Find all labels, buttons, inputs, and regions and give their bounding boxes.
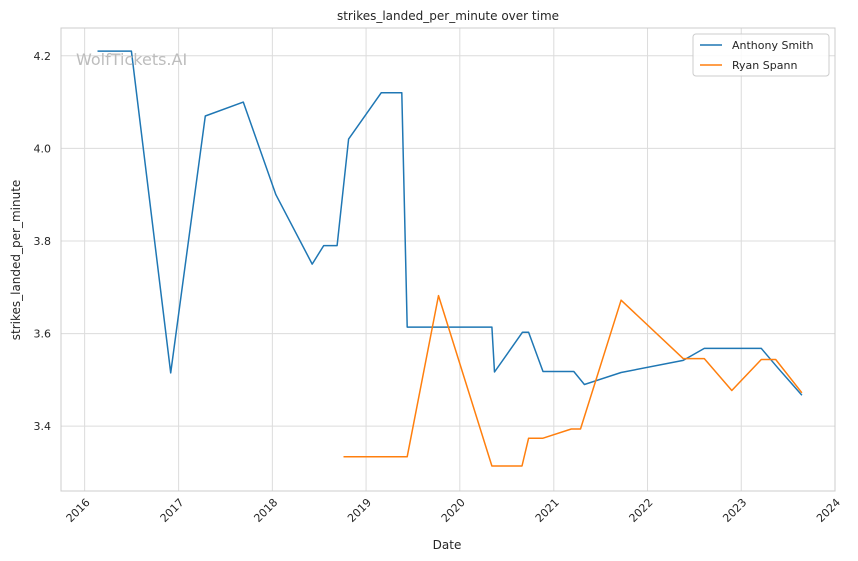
data-point xyxy=(437,294,439,296)
y-tick-label: 3.6 xyxy=(34,328,52,341)
legend-box xyxy=(692,33,830,77)
series-line xyxy=(97,50,803,396)
y-tick-label: 3.8 xyxy=(34,235,52,248)
data-point xyxy=(521,465,523,467)
data-point xyxy=(170,372,172,374)
data-point xyxy=(491,326,493,328)
chart-title: strikes_landed_per_minute over time xyxy=(337,9,559,23)
data-point xyxy=(336,244,338,246)
data-point xyxy=(401,92,403,94)
data-point xyxy=(527,437,529,439)
data-point xyxy=(620,299,622,301)
data-point xyxy=(570,428,572,430)
data-point xyxy=(204,115,206,117)
data-point xyxy=(775,358,777,360)
series-line xyxy=(343,294,803,467)
legend-label: Ryan Spann xyxy=(732,59,797,72)
x-axis-label: Date xyxy=(433,538,462,552)
data-point xyxy=(731,389,733,391)
data-point xyxy=(406,326,408,328)
data-point xyxy=(527,331,529,333)
plot-frame xyxy=(60,27,836,492)
data-point xyxy=(682,357,684,359)
data-point xyxy=(760,358,762,360)
y-tick-label: 3.4 xyxy=(34,420,52,433)
data-point xyxy=(521,331,523,333)
data-point xyxy=(347,138,349,140)
series-anthony-smith xyxy=(97,50,803,396)
y-tick-label: 4.0 xyxy=(34,142,52,155)
data-point xyxy=(406,456,408,458)
data-point xyxy=(542,437,544,439)
data-point xyxy=(801,392,803,394)
data-point xyxy=(703,357,705,359)
data-point xyxy=(323,244,325,246)
watermark-text: WolfTickets.AI xyxy=(76,50,187,69)
data-point xyxy=(342,456,344,458)
data-point xyxy=(311,263,313,265)
series-ryan-spann xyxy=(342,294,803,467)
data-point xyxy=(491,465,493,467)
data-point xyxy=(703,347,705,349)
y-axis: 3.4 3.6 3.8 4.0 4.2 xyxy=(34,50,52,433)
legend: Anthony Smith Ryan Spann xyxy=(692,33,830,77)
data-point xyxy=(777,367,779,369)
data-point xyxy=(380,92,382,94)
y-tick-label: 4.2 xyxy=(34,50,52,63)
data-point xyxy=(493,371,495,373)
data-point xyxy=(620,371,622,373)
series-layer xyxy=(97,50,803,467)
data-point xyxy=(242,101,244,103)
legend-label: Anthony Smith xyxy=(732,39,814,52)
data-point xyxy=(573,370,575,372)
data-point xyxy=(542,370,544,372)
data-point xyxy=(583,383,585,385)
y-axis-label: strikes_landed_per_minute xyxy=(9,180,23,341)
data-point xyxy=(579,428,581,430)
data-point xyxy=(801,394,803,396)
data-point xyxy=(760,347,762,349)
data-point xyxy=(275,194,277,196)
